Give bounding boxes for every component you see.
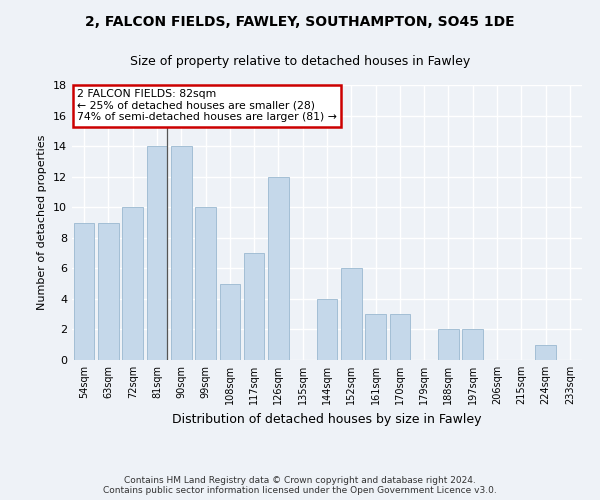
Y-axis label: Number of detached properties: Number of detached properties	[37, 135, 47, 310]
Text: 2, FALCON FIELDS, FAWLEY, SOUTHAMPTON, SO45 1DE: 2, FALCON FIELDS, FAWLEY, SOUTHAMPTON, S…	[85, 15, 515, 29]
Bar	[268, 176, 289, 360]
Bar	[171, 146, 191, 360]
Bar	[146, 146, 167, 360]
Bar	[438, 330, 459, 360]
Bar	[98, 222, 119, 360]
Bar	[244, 253, 265, 360]
Bar	[535, 344, 556, 360]
Text: Contains HM Land Registry data © Crown copyright and database right 2024.
Contai: Contains HM Land Registry data © Crown c…	[103, 476, 497, 495]
Bar	[74, 222, 94, 360]
Bar	[122, 207, 143, 360]
Bar	[220, 284, 240, 360]
Text: 2 FALCON FIELDS: 82sqm
← 25% of detached houses are smaller (28)
74% of semi-det: 2 FALCON FIELDS: 82sqm ← 25% of detached…	[77, 89, 337, 122]
Bar	[195, 207, 216, 360]
Bar	[365, 314, 386, 360]
X-axis label: Distribution of detached houses by size in Fawley: Distribution of detached houses by size …	[172, 412, 482, 426]
Bar	[463, 330, 483, 360]
Bar	[317, 299, 337, 360]
Text: Size of property relative to detached houses in Fawley: Size of property relative to detached ho…	[130, 55, 470, 68]
Bar	[341, 268, 362, 360]
Bar	[389, 314, 410, 360]
